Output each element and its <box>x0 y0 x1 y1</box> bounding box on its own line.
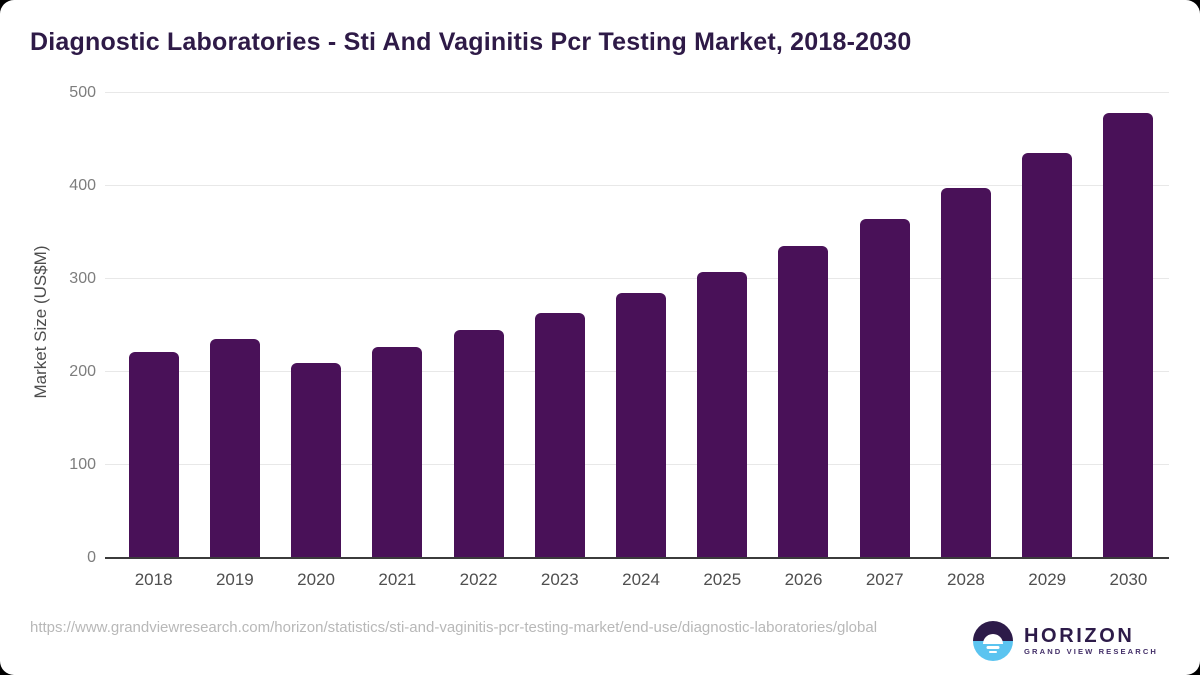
bar-slot <box>357 93 438 558</box>
logo-title: HORIZON <box>1024 625 1135 647</box>
bar <box>697 271 748 558</box>
bar <box>534 313 585 558</box>
bar-slot <box>519 93 600 558</box>
y-tick-label: 200 <box>69 363 96 380</box>
logo-subtitle: GRAND VIEW RESEARCH <box>1024 647 1158 656</box>
bar <box>616 292 667 558</box>
x-tick-label: 2024 <box>622 570 660 589</box>
gridline <box>105 278 1169 279</box>
y-tick-label: 400 <box>69 177 96 194</box>
x-tick-label: 2022 <box>459 570 498 589</box>
bar-slot <box>194 93 275 558</box>
y-axis-tick-labels: 0 100 200 300 400 500 <box>0 84 96 566</box>
horizon-logo: HORIZON GRAND VIEW RESEARCH <box>973 621 1158 661</box>
bar-series <box>105 93 1169 558</box>
gridline <box>105 185 1169 186</box>
bar <box>128 351 179 558</box>
x-tick-label: 2029 <box>1028 570 1067 589</box>
sun-icon <box>983 634 1004 644</box>
y-tick-label: 0 <box>87 549 96 566</box>
x-tick-label: 2018 <box>134 570 173 589</box>
x-tick-label: 2025 <box>703 570 742 589</box>
x-axis-line <box>105 557 1169 559</box>
bar-slot <box>844 93 925 558</box>
x-tick-label: 2030 <box>1109 570 1148 589</box>
bar-slot <box>438 93 519 558</box>
bar <box>940 187 991 558</box>
bar-slot <box>925 93 1006 558</box>
bar <box>778 246 829 558</box>
x-tick-label: 2026 <box>784 570 823 589</box>
x-tick-label: 2027 <box>865 570 904 589</box>
x-axis-tick-labels: 2018 2019 2020 2021 2022 2023 2024 2025 2026 2027… <box>105 570 1169 590</box>
x-tick-label: 2020 <box>297 570 335 589</box>
sun-reflection-line <box>986 646 1000 649</box>
bar-slot <box>600 93 681 558</box>
y-tick-label: 100 <box>69 456 96 473</box>
y-tick-label: 300 <box>69 270 96 287</box>
bar <box>291 362 342 558</box>
page-title: Diagnostic Laboratories - Sti And Vagini… <box>30 28 912 56</box>
bar <box>1022 153 1073 558</box>
y-tick-label: 500 <box>69 84 96 101</box>
gridline <box>105 92 1169 93</box>
bar-slot <box>682 93 763 558</box>
plot-area <box>105 92 1169 559</box>
bar <box>1103 112 1154 558</box>
x-tick-label: 2028 <box>947 570 985 589</box>
bar-slot <box>1007 93 1088 558</box>
x-tick-label: 2023 <box>540 570 579 589</box>
bar <box>372 346 423 558</box>
bar <box>453 330 504 558</box>
source-url: https://www.grandviewresearch.com/horizo… <box>30 619 878 636</box>
x-tick-label: 2019 <box>215 570 254 589</box>
bar-slot <box>275 93 356 558</box>
bar-slot <box>1088 93 1169 558</box>
horizon-logo-icon <box>973 621 1014 661</box>
bar-slot <box>763 93 844 558</box>
sun-reflection-line <box>989 650 998 653</box>
bar-slot <box>113 93 194 558</box>
bar <box>209 339 260 558</box>
bar <box>859 218 910 558</box>
x-tick-label: 2021 <box>378 570 417 589</box>
